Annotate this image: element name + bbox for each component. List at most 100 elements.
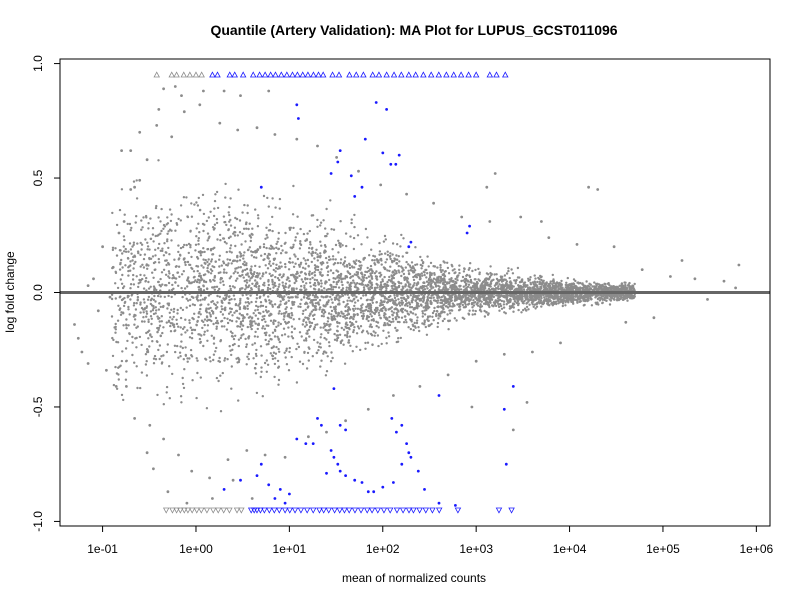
scatter-point bbox=[189, 263, 192, 267]
scatter-point bbox=[423, 288, 427, 291]
scatter-point bbox=[228, 285, 232, 288]
scatter-point bbox=[271, 283, 274, 286]
scatter-point bbox=[610, 285, 613, 288]
scatter-point bbox=[292, 226, 295, 230]
scatter-point bbox=[325, 207, 328, 211]
scatter-point bbox=[225, 242, 228, 245]
scatter-point bbox=[318, 271, 321, 274]
scatter-point bbox=[157, 247, 160, 250]
scatter-point bbox=[350, 221, 353, 225]
scatter-point bbox=[196, 257, 200, 260]
scatter-point bbox=[419, 263, 422, 267]
scatter-point bbox=[362, 258, 365, 261]
scatter-point bbox=[308, 281, 312, 284]
scatter-point bbox=[273, 281, 276, 285]
scatter-point bbox=[197, 196, 200, 200]
scatter-point bbox=[280, 265, 283, 268]
scatter-point bbox=[431, 315, 434, 318]
scatter-point bbox=[583, 298, 586, 302]
scatter-point bbox=[155, 288, 158, 292]
scatter-point bbox=[308, 321, 312, 324]
scatter-point bbox=[260, 354, 263, 357]
scatter-point bbox=[341, 283, 344, 287]
scatter-point bbox=[170, 308, 173, 311]
scatter-point bbox=[299, 288, 302, 291]
scatter-point bbox=[531, 286, 534, 289]
scatter-point bbox=[130, 226, 133, 230]
scatter-point bbox=[230, 319, 234, 323]
scatter-point bbox=[378, 253, 381, 256]
scatter-point bbox=[152, 304, 155, 308]
scatter-point bbox=[335, 283, 338, 286]
scatter-point bbox=[206, 269, 209, 273]
scatter-point bbox=[507, 267, 510, 270]
scatter-point bbox=[325, 329, 328, 332]
scatter-point bbox=[398, 304, 402, 307]
scatter-point bbox=[478, 271, 481, 274]
scatter-point bbox=[269, 223, 272, 226]
scatter-point bbox=[135, 275, 138, 278]
scatter-point bbox=[283, 351, 286, 354]
scatter-point bbox=[460, 299, 463, 303]
scatter-point bbox=[262, 243, 266, 246]
scatter-point bbox=[319, 240, 322, 243]
scatter-point bbox=[360, 306, 363, 309]
scatter-point bbox=[455, 281, 458, 285]
scatter-point bbox=[133, 262, 136, 265]
scatter-point bbox=[402, 287, 405, 290]
scatter-point bbox=[346, 299, 349, 302]
scatter-point bbox=[335, 334, 338, 337]
scatter-point bbox=[527, 279, 530, 282]
scatter-point bbox=[334, 310, 337, 314]
scatter-point bbox=[179, 316, 183, 320]
scatter-point bbox=[333, 296, 337, 299]
scatter-point bbox=[264, 305, 268, 309]
scatter-point bbox=[366, 314, 369, 318]
scatter-point bbox=[213, 223, 217, 226]
scatter-point bbox=[290, 307, 293, 310]
scatter-point bbox=[271, 215, 274, 219]
scatter-point bbox=[269, 302, 272, 305]
scatter-point bbox=[361, 317, 365, 320]
scatter-point bbox=[360, 331, 364, 334]
scatter-point bbox=[267, 324, 270, 327]
scatter-point bbox=[385, 342, 388, 345]
scatter-point bbox=[324, 227, 327, 230]
scatter-point bbox=[258, 246, 262, 249]
scatter-point bbox=[190, 266, 193, 270]
scatter-point bbox=[294, 255, 297, 258]
scatter-point bbox=[545, 295, 548, 298]
scatter-point bbox=[388, 255, 392, 258]
scatter-point bbox=[115, 223, 119, 227]
scatter-point bbox=[242, 276, 245, 279]
scatter-point bbox=[471, 309, 475, 312]
scatter-point bbox=[408, 283, 411, 286]
scatter-point bbox=[346, 308, 350, 312]
scatter-point bbox=[247, 285, 250, 289]
scatter-point bbox=[341, 339, 344, 342]
scatter-point bbox=[443, 277, 446, 281]
scatter-point bbox=[441, 319, 445, 323]
scatter-point bbox=[302, 296, 306, 299]
scatter-point bbox=[555, 302, 558, 306]
scatter-point bbox=[569, 298, 572, 301]
scatter-point bbox=[329, 360, 333, 363]
scatter-point bbox=[340, 326, 343, 330]
scatter-point bbox=[278, 273, 281, 277]
scatter-point bbox=[301, 266, 305, 269]
scatter-point bbox=[242, 254, 245, 257]
scatter-point bbox=[224, 294, 227, 297]
scatter-point bbox=[288, 279, 291, 283]
scatter-point bbox=[383, 234, 387, 238]
scatter-point bbox=[382, 294, 385, 298]
scatter-point bbox=[428, 276, 432, 279]
scatter-point bbox=[430, 297, 433, 300]
scatter-point bbox=[291, 213, 295, 216]
scatter-point bbox=[314, 308, 317, 312]
scatter-point bbox=[273, 375, 276, 379]
scatter-point bbox=[188, 336, 192, 339]
scatter-point bbox=[291, 296, 294, 299]
scatter-point bbox=[131, 335, 134, 339]
scatter-point bbox=[415, 287, 418, 290]
scatter-point bbox=[204, 273, 207, 276]
